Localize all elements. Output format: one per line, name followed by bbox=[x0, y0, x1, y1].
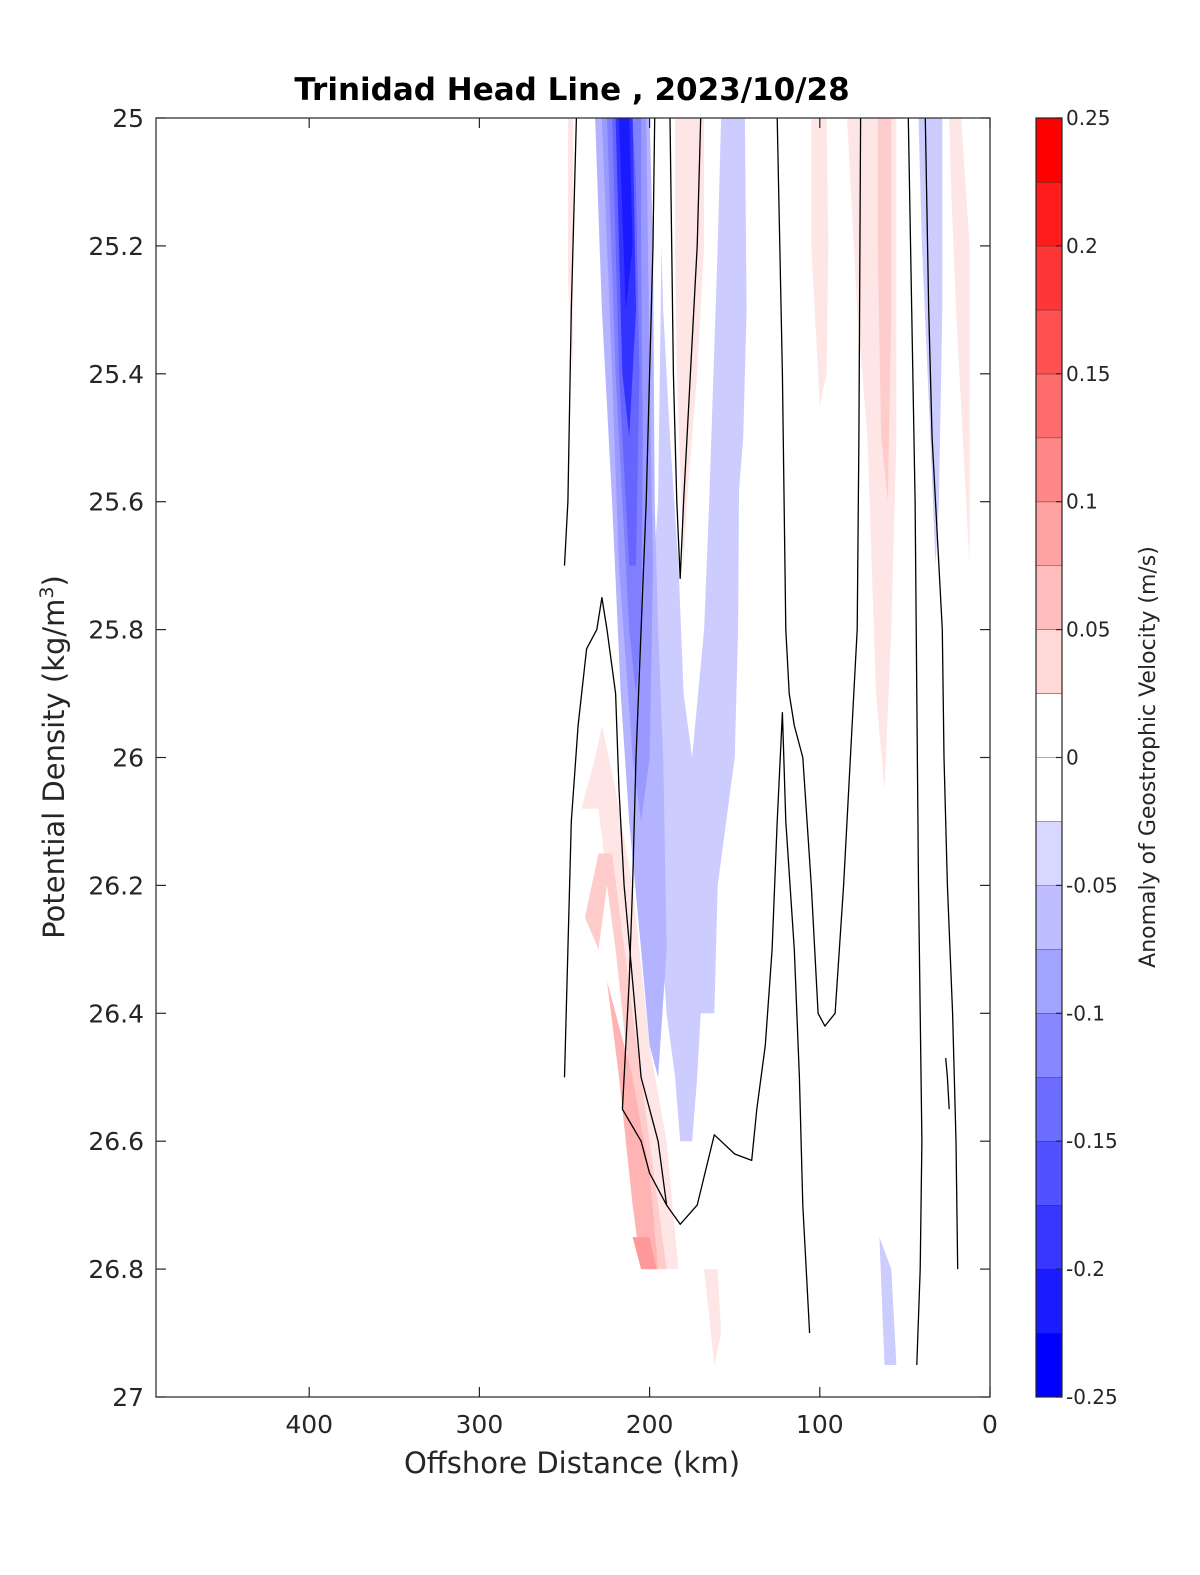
zero-contour-6 bbox=[924, 118, 959, 1270]
y-tick-label: 26.2 bbox=[88, 871, 144, 900]
zero-contour-4 bbox=[776, 118, 862, 1027]
zero-contour-2 bbox=[621, 118, 668, 1206]
filled-region-17 bbox=[607, 981, 659, 1270]
zero-contour-3 bbox=[669, 118, 702, 580]
y-tick-label: 25 bbox=[112, 104, 144, 133]
colorbar-tick-label: 0.1 bbox=[1066, 490, 1098, 514]
colorbar-swatch bbox=[1036, 1269, 1062, 1334]
colorbar: 0.25 0.2 0.15 0.1 0.05 0 -0.05 -0.1 -0.15 -0.2 -0.… bbox=[1035, 106, 1118, 1409]
x-tick-label: 300 bbox=[456, 1410, 504, 1439]
colorbar-tick-label: 0.2 bbox=[1066, 234, 1098, 258]
colorbar-swatch bbox=[1036, 821, 1062, 886]
colorbar-swatch bbox=[1036, 949, 1062, 1014]
colorbar-swatch bbox=[1036, 565, 1062, 630]
colorbar-swatch bbox=[1036, 1205, 1062, 1270]
colorbar-tick-label: 0.05 bbox=[1066, 618, 1111, 642]
filled-region-14 bbox=[949, 118, 970, 566]
colorbar-swatch bbox=[1036, 437, 1062, 502]
x-axis-label: Offshore Distance (km) bbox=[404, 1446, 740, 1480]
chart-title: Trinidad Head Line , 2023/10/28 bbox=[294, 72, 849, 108]
filled-region-19 bbox=[704, 1269, 722, 1365]
x-axis: 400 300 200 100 0 bbox=[285, 118, 998, 1439]
colorbar-swatch bbox=[1036, 757, 1062, 822]
colorbar-tick-label: 0 bbox=[1066, 746, 1079, 770]
colorbar-tick-label: -0.25 bbox=[1066, 1385, 1118, 1409]
filled-region-20 bbox=[879, 1237, 897, 1365]
colorbar-swatch bbox=[1036, 1141, 1062, 1206]
filled-region-18 bbox=[632, 1237, 657, 1270]
colorbar-tick-label: -0.2 bbox=[1066, 1257, 1105, 1281]
colorbar-swatch bbox=[1036, 1013, 1062, 1078]
colorbar-label: Anomaly of Geostrophic Velocity (m/s) bbox=[1136, 546, 1161, 968]
y-axis-label-sup: 3 bbox=[36, 586, 58, 598]
colorbar-swatches bbox=[1036, 117, 1062, 1397]
filled-region-7 bbox=[619, 118, 633, 310]
colorbar-swatch bbox=[1036, 1333, 1062, 1397]
colorbar-swatch bbox=[1036, 1077, 1062, 1142]
y-tick-label: 25.2 bbox=[88, 232, 144, 261]
y-axis-label-close: ) bbox=[37, 575, 71, 586]
colorbar-swatch bbox=[1036, 373, 1062, 438]
colorbar-swatch bbox=[1036, 245, 1062, 310]
filled-region-9 bbox=[731, 118, 747, 502]
colorbar-tick-label: -0.1 bbox=[1066, 1001, 1105, 1025]
x-tick-label: 100 bbox=[796, 1410, 844, 1439]
y-tick-label: 26.4 bbox=[88, 999, 144, 1028]
y-tick-label: 26 bbox=[112, 744, 144, 773]
filled-region-13 bbox=[918, 118, 943, 566]
zero-contours bbox=[563, 118, 959, 1366]
plot-area bbox=[155, 117, 991, 1398]
filled-region-10 bbox=[811, 118, 829, 406]
colorbar-swatch bbox=[1036, 309, 1062, 374]
filled-region-1 bbox=[593, 118, 740, 1142]
y-tick-label: 25.4 bbox=[88, 360, 144, 389]
y-axis-label: Potential Density (kg/m3) bbox=[36, 575, 71, 939]
colorbar-swatch bbox=[1036, 118, 1062, 182]
filled-region-12 bbox=[877, 118, 892, 502]
colorbar-swatch bbox=[1036, 501, 1062, 566]
colorbar-ticks: 0.25 0.2 0.15 0.1 0.05 0 -0.05 -0.1 -0.15 -0.2 -0.… bbox=[1056, 106, 1118, 1409]
colorbar-swatch bbox=[1036, 181, 1062, 246]
y-tick-label: 27 bbox=[112, 1383, 144, 1412]
y-tick-label: 26.8 bbox=[88, 1255, 144, 1284]
zero-contour-0 bbox=[563, 118, 578, 566]
y-axis-label-main: Potential Density (kg/m bbox=[37, 599, 71, 939]
y-tick-label: 25.6 bbox=[88, 488, 144, 517]
zero-contour-7 bbox=[945, 1058, 950, 1110]
colorbar-frame bbox=[1035, 117, 1063, 1398]
zero-contour-5 bbox=[907, 118, 923, 1366]
y-axis: 25 25.2 25.4 25.6 25.8 26 26.2 26.4 26.6 26.8 27 bbox=[88, 104, 990, 1412]
x-tick-label: 400 bbox=[285, 1410, 333, 1439]
colorbar-tick-label: 0.25 bbox=[1066, 106, 1111, 130]
colorbar-swatch bbox=[1036, 693, 1062, 758]
colorbar-swatch bbox=[1036, 629, 1062, 694]
colorbar-tick-label: -0.15 bbox=[1066, 1129, 1118, 1153]
zero-contour-1 bbox=[563, 596, 811, 1334]
colorbar-tick-label: 0.15 bbox=[1066, 362, 1111, 386]
y-tick-label: 25.8 bbox=[88, 616, 144, 645]
x-tick-label: 0 bbox=[982, 1410, 998, 1439]
x-tick-label: 200 bbox=[626, 1410, 674, 1439]
colorbar-tick-label: -0.05 bbox=[1066, 873, 1118, 897]
colorbar-swatch bbox=[1036, 885, 1062, 950]
filled-region-8 bbox=[675, 118, 705, 566]
y-tick-label: 26.6 bbox=[88, 1127, 144, 1156]
